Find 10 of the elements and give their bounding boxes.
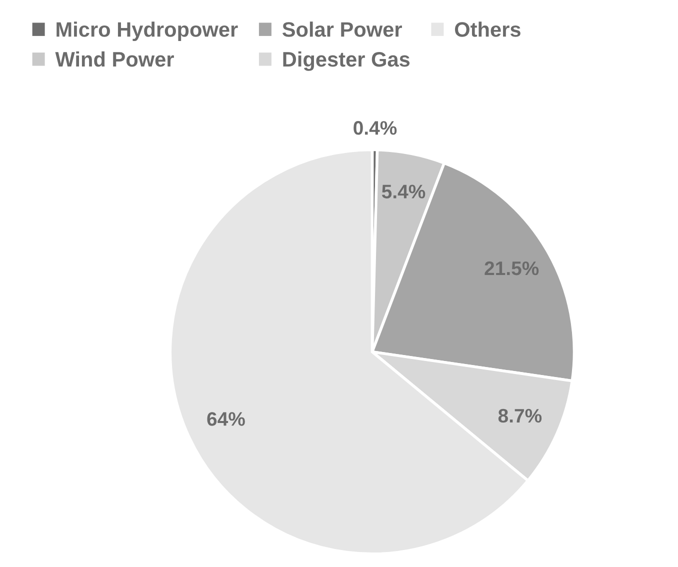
data-label: 21.5% xyxy=(484,261,539,276)
legend-label: Solar Power xyxy=(282,22,402,37)
legend-label: Micro Hydropower xyxy=(56,22,238,42)
legend-label: Wind Power xyxy=(55,51,174,67)
data-label: 0.4% xyxy=(354,121,397,135)
legend-label: Digester Gas xyxy=(283,51,410,71)
data-label: 8.7% xyxy=(498,408,542,423)
data-label: 64% xyxy=(207,412,245,426)
data-label: 5.4% xyxy=(382,184,426,198)
legend-label: Others xyxy=(454,22,520,37)
